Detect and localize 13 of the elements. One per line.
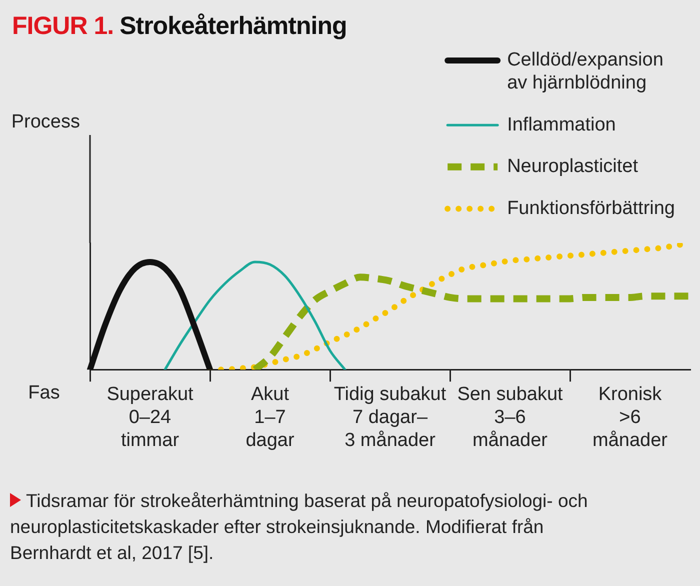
legend-label: Celldöd/expansion av hjärnblödning [507,50,664,94]
legend-label: Funktionsförbättring [507,198,675,219]
legend-label: Neuroplasticitet [507,156,639,178]
chart-title: FIGUR 1. Strokeåterhämtning [12,12,347,40]
legend-label: Inflammation [507,114,616,136]
x-tick-label: Akut 1–7 dagar [246,384,295,451]
x-tick-label: Kronisk >6 månader [592,384,668,451]
text: Tidsramar för strokeåterhämtning baserat på neuropatofysiologi- och neuroplasticitetskaskader efter strokeinsjuknande. Modifierat från Bernhardt et al, 2017 [5]. [10,489,589,565]
x-tick-label: Sen subakut 3–6 månader [457,384,564,451]
x-axis-title: Fas [28,382,60,404]
text: Process [11,112,80,133]
x-tick-label: Superakut 0–24 timmar [106,384,194,451]
x-tick-label: Tidig subakut 7 dagar– 3 månader [334,384,447,451]
